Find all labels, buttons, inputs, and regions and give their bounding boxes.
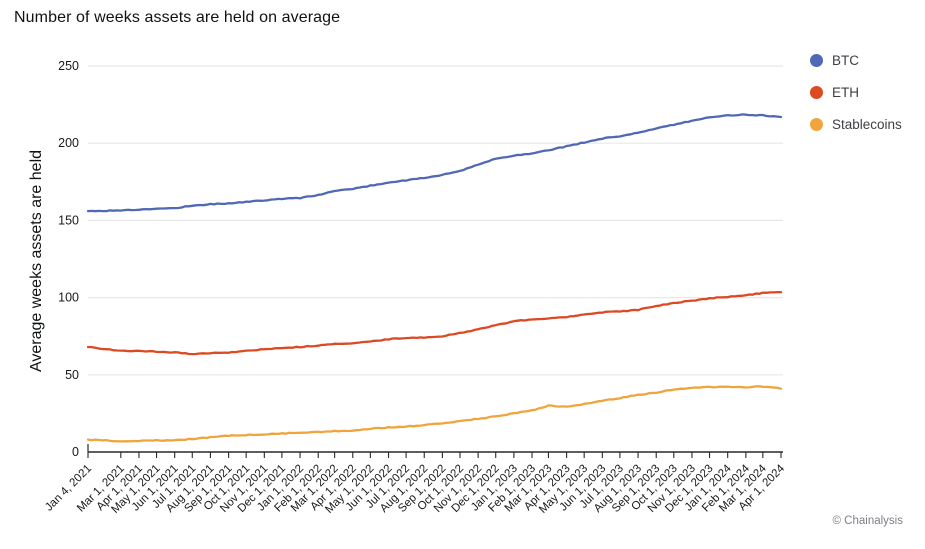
legend: BTC ETH Stablecoins [810,53,902,132]
legend-label-btc: BTC [832,53,859,68]
legend-swatch-btc-icon [810,54,823,67]
legend-label-eth: ETH [832,85,859,100]
y-tick-label-150: 150 [58,213,79,227]
y-tick-label-200: 200 [58,136,79,150]
series-line-eth [86,291,783,356]
y-tick-label-250: 250 [58,59,79,73]
legend-item-eth: ETH [810,85,902,100]
legend-item-btc: BTC [810,53,902,68]
y-tick-label-100: 100 [58,291,79,305]
legend-label-stablecoins: Stablecoins [832,117,902,132]
y-tick-label-0: 0 [72,445,79,459]
legend-item-stablecoins: Stablecoins [810,117,902,132]
series-line-stablecoins [86,385,783,443]
legend-swatch-stablecoins-icon [810,118,823,131]
series-line-btc [86,113,783,213]
y-tick-label-50: 50 [65,368,79,382]
chainalysis-watermark: © Chainalysis [832,515,903,527]
legend-swatch-eth-icon [810,86,823,99]
chart-title: Number of weeks assets are held on avera… [14,9,341,26]
